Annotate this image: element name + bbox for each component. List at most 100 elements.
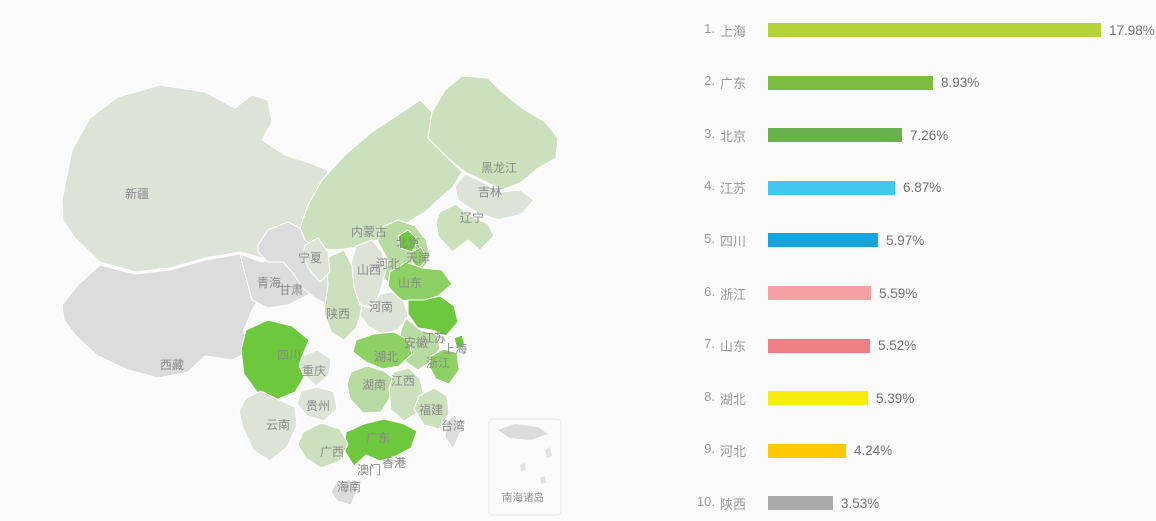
south-china-sea-inset: 南海诸岛 <box>488 418 562 516</box>
rank-bar[interactable] <box>768 338 870 353</box>
label-zhejiang: 浙江 <box>426 356 450 370</box>
rank-value: 8.93% <box>941 75 980 91</box>
province-jilin[interactable] <box>454 173 535 221</box>
province-xinjiang[interactable] <box>61 84 329 273</box>
rank-number: 4. <box>704 178 715 194</box>
province-heilongjiang[interactable] <box>427 75 559 191</box>
province-guangxi[interactable] <box>297 422 349 469</box>
rank-bar[interactable] <box>768 443 846 458</box>
rank-bar[interactable] <box>768 23 1101 37</box>
rank-province: 上海 <box>719 23 746 39</box>
rank-province: 陕西 <box>719 496 746 512</box>
rank-row[interactable]: 7. 山东 5.52% <box>660 336 1156 356</box>
rank-province: 河北 <box>719 444 746 460</box>
rank-value: 5.97% <box>886 232 925 248</box>
rank-row[interactable]: 1. 上海 17.98% <box>660 20 1156 40</box>
province-yunnan[interactable] <box>238 390 298 462</box>
province-hunan[interactable] <box>346 365 395 414</box>
label-hainan: 海南 <box>337 479 361 494</box>
label-jiangxi: 江西 <box>391 374 415 388</box>
rank-row[interactable]: 2. 广东 8.93% <box>660 73 1156 93</box>
province-jiangsu[interactable] <box>407 295 459 337</box>
province-labels: 新疆 西藏 青海 甘肃 内蒙古 黑龙江 吉林 辽宁 河北 北京 天津 山西 陕西… <box>125 161 517 494</box>
rank-number: 10. <box>696 493 715 509</box>
label-xinjiang: 新疆 <box>125 186 149 201</box>
rank-province: 湖北 <box>719 391 746 407</box>
rank-number: 2. <box>704 73 715 89</box>
label-shanxi: 山西 <box>357 263 381 277</box>
inset-label: 南海诸岛 <box>502 491 544 504</box>
rank-province: 浙江 <box>719 286 746 302</box>
rank-row[interactable]: 6. 浙江 5.59% <box>660 283 1156 303</box>
label-neimenggu: 内蒙古 <box>351 224 387 239</box>
province-guizhou[interactable] <box>296 386 338 422</box>
label-macau: 澳门 <box>357 462 381 477</box>
label-anhui: 安徽 <box>404 335 428 350</box>
label-chongqing: 重庆 <box>302 364 326 378</box>
rank-province: 四川 <box>719 233 746 249</box>
rank-value: 5.39% <box>876 390 915 406</box>
rank-row[interactable]: 5. 四川 5.97% <box>660 230 1156 250</box>
rank-bar[interactable] <box>768 75 933 90</box>
province-liaoning[interactable] <box>435 203 495 253</box>
label-ningxia: 宁夏 <box>298 250 322 265</box>
rank-number: 9. <box>704 441 715 457</box>
rank-row[interactable]: 10. 陕西 3.53% <box>660 493 1156 513</box>
province-macau[interactable] <box>368 463 376 471</box>
label-gansu: 甘肃 <box>279 283 303 297</box>
province-shanghai[interactable] <box>453 334 466 350</box>
rank-bar[interactable] <box>768 128 902 143</box>
province-ningxia[interactable] <box>302 237 331 283</box>
label-jilin: 吉林 <box>478 185 502 199</box>
province-hongkong[interactable] <box>395 455 405 465</box>
province-henan[interactable] <box>359 291 409 335</box>
rank-row[interactable]: 8. 湖北 5.39% <box>660 388 1156 408</box>
rank-number: 1. <box>704 20 715 36</box>
label-guangxi: 广西 <box>320 445 344 459</box>
label-guizhou: 贵州 <box>306 399 330 413</box>
china-choropleth-map: 南海诸岛 新疆 西藏 青海 甘肃 内蒙古 黑龙江 吉林 辽宁 河北 北京 天津 … <box>61 75 562 516</box>
label-hebei: 河北 <box>376 257 400 271</box>
rank-bar[interactable] <box>768 496 833 511</box>
province-sichuan[interactable] <box>240 319 310 401</box>
rank-row[interactable]: 3. 北京 7.26% <box>660 125 1156 145</box>
rank-bar[interactable] <box>768 233 878 248</box>
label-guangdong: 广东 <box>366 431 390 445</box>
province-neimenggu[interactable] <box>299 99 463 251</box>
province-hainan[interactable] <box>330 478 359 506</box>
province-taiwan[interactable] <box>444 414 462 450</box>
rank-province: 北京 <box>719 128 746 144</box>
label-xizang: 西藏 <box>160 358 184 372</box>
label-shandong: 山东 <box>398 276 422 290</box>
rank-value: 3.53% <box>841 495 880 511</box>
rank-value: 4.24% <box>854 443 893 459</box>
rank-value: 6.87% <box>903 180 942 196</box>
rank-row[interactable]: 4. 江苏 6.87% <box>660 178 1156 198</box>
province-hubei[interactable] <box>352 331 413 370</box>
label-henan: 河南 <box>369 299 393 314</box>
province-fujian[interactable] <box>413 387 450 430</box>
rank-number: 3. <box>704 125 715 141</box>
label-qinghai: 青海 <box>257 275 281 290</box>
province-guangdong[interactable] <box>343 418 418 467</box>
rank-bar[interactable] <box>768 391 868 406</box>
province-beijing[interactable] <box>397 229 419 253</box>
rank-value: 5.59% <box>879 285 918 301</box>
province-tianjin[interactable] <box>411 246 428 269</box>
label-shaanxi: 陕西 <box>326 306 350 321</box>
province-zhejiang[interactable] <box>428 348 460 385</box>
label-beijing: 北京 <box>396 236 420 250</box>
label-hongkong: 香港 <box>382 456 406 470</box>
label-liaoning: 辽宁 <box>460 210 484 225</box>
label-heilongjiang: 黑龙江 <box>481 161 517 175</box>
rank-bar[interactable] <box>768 180 895 195</box>
rank-province: 江苏 <box>719 181 746 197</box>
label-hunan: 湖南 <box>362 377 386 392</box>
province-shandong[interactable] <box>387 261 453 303</box>
rank-row[interactable]: 9. 河北 4.24% <box>660 441 1156 461</box>
province-xizang[interactable] <box>61 253 267 379</box>
rank-bar[interactable] <box>768 286 871 300</box>
label-shanghai: 上海 <box>443 341 467 356</box>
province-shaanxi[interactable] <box>323 249 363 341</box>
